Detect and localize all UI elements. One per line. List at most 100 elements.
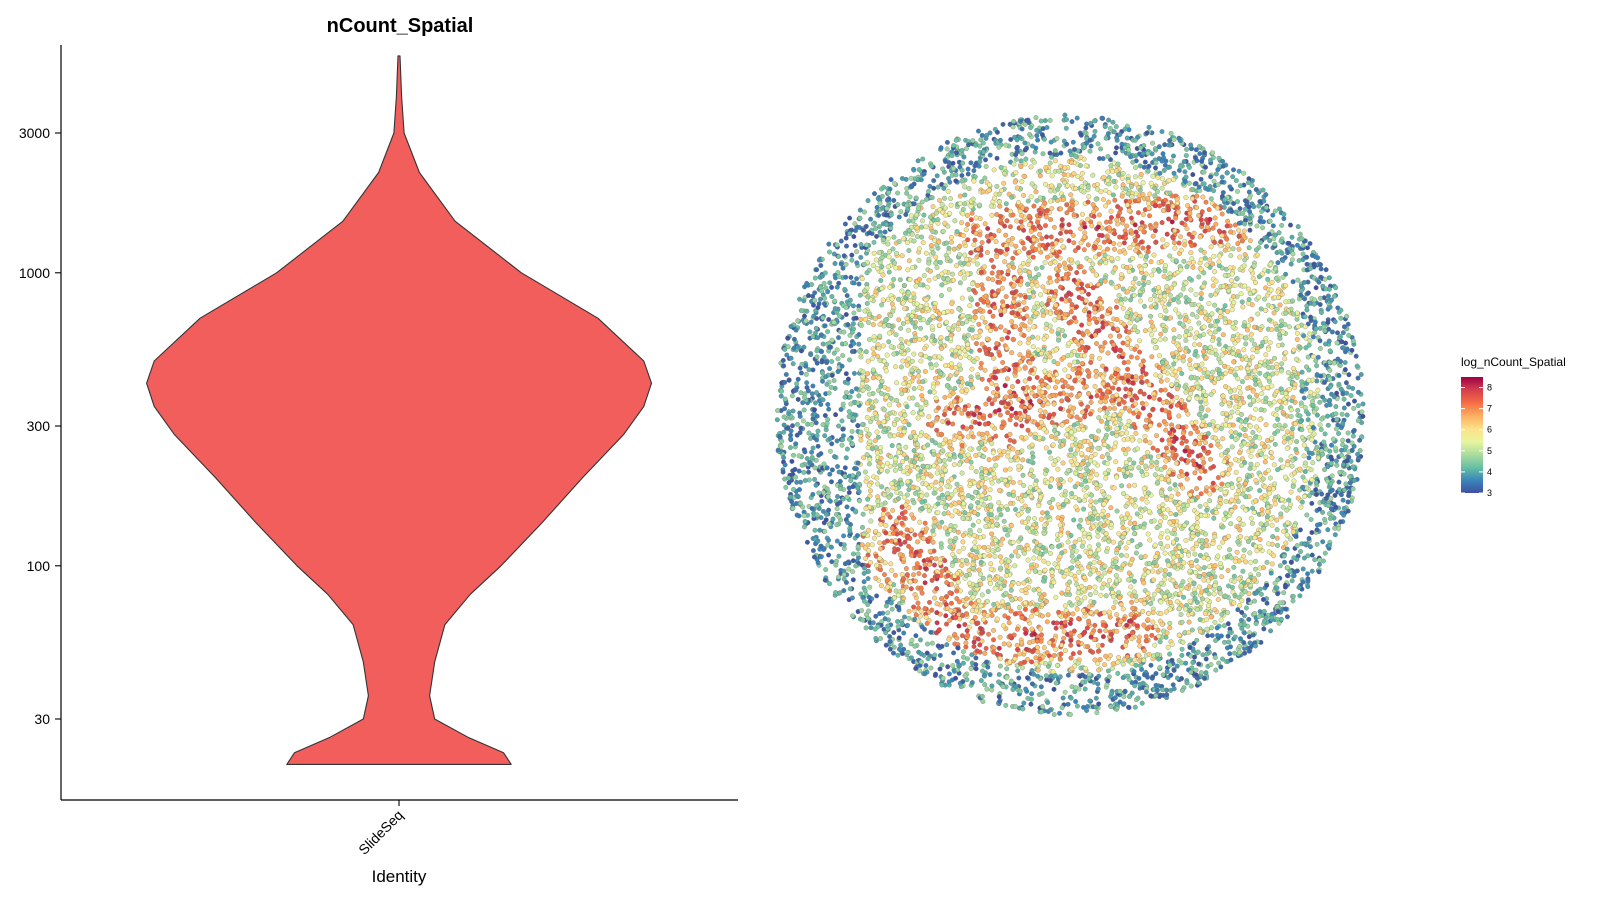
spatial-point [1003,232,1009,238]
spatial-point [1040,284,1046,290]
spatial-point [1229,434,1235,440]
spatial-point [998,554,1003,560]
spatial-point [950,271,956,277]
spatial-point [1110,119,1116,125]
spatial-point [930,539,936,545]
spatial-point [854,533,860,539]
spatial-point [966,568,972,573]
spatial-point [1041,336,1047,342]
spatial-point [1150,140,1156,146]
spatial-point [1003,201,1009,207]
spatial-point [990,607,996,613]
spatial-points[interactable] [774,112,1366,717]
spatial-point [839,418,845,424]
spatial-point [929,195,935,201]
spatial-point [1225,218,1231,224]
spatial-point [944,594,950,600]
spatial-point [851,551,856,557]
spatial-point [1074,304,1079,310]
spatial-point [1208,375,1214,381]
spatial-point [889,301,895,307]
spatial-point [1130,280,1136,286]
spatial-point [930,229,936,235]
spatial-point [1165,543,1170,549]
spatial-point [1079,322,1085,328]
spatial-point [1000,684,1006,690]
spatial-point [972,419,978,425]
spatial-point [1319,491,1325,497]
spatial-point [1151,391,1157,397]
spatial-point [791,336,797,342]
spatial-point [1237,353,1243,359]
spatial-point [789,393,795,399]
x-ticks: SlideSeq [355,800,406,858]
spatial-point [1233,178,1239,184]
spatial-point [1037,408,1043,414]
spatial-point [801,344,807,350]
spatial-point [1152,642,1158,648]
spatial-point [1165,644,1171,650]
spatial-point [1261,565,1266,571]
spatial-point [1269,522,1275,528]
spatial-point [1033,189,1039,195]
spatial-point [1166,301,1172,307]
spatial-point [1029,613,1035,619]
spatial-point [929,482,935,488]
spatial-point [1004,666,1010,672]
spatial-point [911,515,917,521]
spatial-point [866,461,872,467]
spatial-point [1138,171,1144,177]
spatial-point [1151,577,1157,583]
spatial-point [923,663,929,668]
spatial-point [1079,461,1085,467]
spatial-point [1194,515,1200,521]
spatial-point [1038,684,1044,690]
spatial-point [891,351,897,357]
spatial-point [1234,549,1240,555]
spatial-point [812,476,818,482]
spatial-point [835,494,840,499]
spatial-point [1170,682,1176,688]
spatial-point [1184,680,1190,686]
spatial-point [1174,382,1179,387]
spatial-point [1087,544,1092,550]
spatial-point [913,490,918,496]
spatial-point [949,446,955,452]
spatial-point [1333,458,1339,464]
spatial-point [1093,695,1099,701]
spatial-point [843,371,849,377]
spatial-point [981,617,986,623]
spatial-point [1022,600,1028,606]
spatial-point [972,480,977,486]
spatial-point [1123,186,1129,192]
spatial-point [1216,544,1222,550]
spatial-point [1239,609,1245,615]
spatial-point [1176,240,1182,246]
spatial-point [990,450,996,456]
violin-body[interactable] [146,55,653,765]
spatial-point [1203,164,1208,170]
spatial-point [806,430,812,436]
spatial-point [986,631,992,637]
spatial-point [1098,592,1104,598]
spatial-point [1328,496,1334,502]
spatial-point [1107,405,1113,411]
spatial-point [1256,614,1262,620]
spatial-point [825,401,831,407]
spatial-point [959,410,965,416]
spatial-point [1085,704,1090,709]
spatial-point [1276,422,1282,428]
spatial-point [990,277,996,283]
spatial-point [996,228,1002,234]
spatial-point [896,214,902,220]
spatial-point [1168,511,1174,517]
spatial-point [999,336,1005,342]
spatial-point [1186,276,1192,282]
spatial-point [1283,350,1289,356]
spatial-point [843,312,849,317]
spatial-point [822,323,828,329]
spatial-point [894,416,900,422]
spatial-point [906,248,912,253]
spatial-point [1156,422,1162,428]
spatial-point [880,515,886,521]
